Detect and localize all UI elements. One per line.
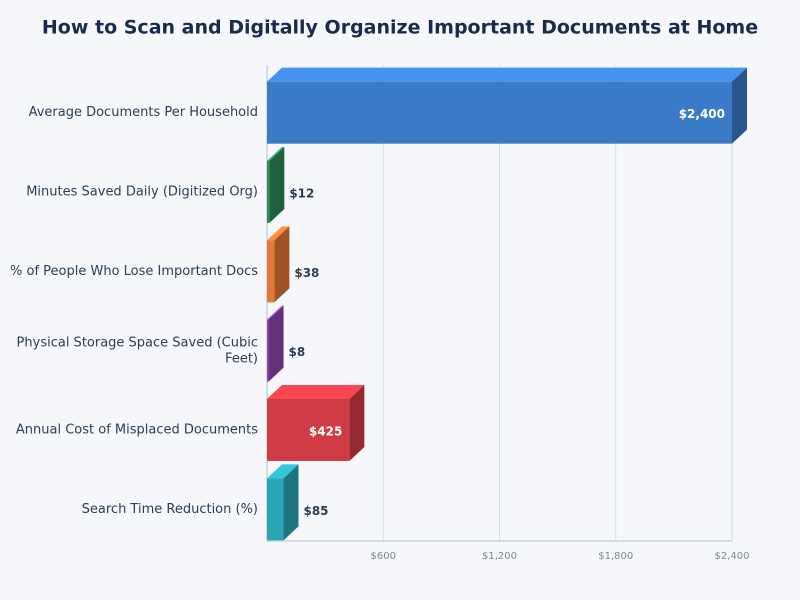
value-label: $2,400: [679, 107, 725, 121]
bar-top: [267, 226, 290, 241]
bar-side: [269, 147, 285, 223]
bar-top: [267, 147, 285, 161]
y-tick-label: Search Time Reduction (%): [82, 502, 258, 517]
bar-top: [267, 385, 365, 399]
value-label: $38: [294, 266, 319, 280]
bar: [267, 478, 284, 541]
bar-group: [267, 147, 285, 223]
bar-side: [732, 67, 747, 144]
bar: [267, 81, 732, 144]
y-tick-label: Average Documents Per Household: [29, 105, 258, 120]
bar-side: [349, 385, 365, 461]
bar-top: [267, 464, 299, 479]
y-tick-label: Physical Storage Space Saved (Cubic Feet…: [17, 335, 258, 366]
bar: [267, 399, 350, 461]
bar-group: [267, 226, 290, 303]
value-label: $8: [289, 345, 306, 359]
y-tick-label: Minutes Saved Daily (Digitized Org): [26, 185, 258, 200]
x-tick-label: $2,400: [715, 551, 750, 562]
bar: [267, 240, 275, 303]
bar-side: [283, 464, 299, 541]
x-tick-label: $1,200: [482, 551, 517, 562]
value-label: $425: [309, 425, 342, 439]
bar-top: [267, 67, 747, 82]
value-label: $85: [303, 504, 328, 518]
bar-side: [274, 226, 290, 303]
bar-group: [267, 464, 299, 541]
bar-group: [267, 305, 284, 382]
bar-side: [268, 305, 284, 382]
bar-top: [267, 305, 284, 320]
y-tick-label: Annual Cost of Misplaced Documents: [16, 423, 258, 438]
bar-group: [267, 67, 747, 144]
bar: [267, 161, 270, 223]
chart-title: How to Scan and Digitally Organize Impor…: [42, 17, 758, 39]
x-tick-label: $600: [371, 551, 396, 562]
bar: [267, 319, 269, 382]
value-label: $12: [289, 187, 314, 201]
bar-group: [267, 385, 365, 461]
y-tick-label: % of People Who Lose Important Docs: [10, 264, 258, 279]
x-tick-label: $1,800: [598, 551, 633, 562]
